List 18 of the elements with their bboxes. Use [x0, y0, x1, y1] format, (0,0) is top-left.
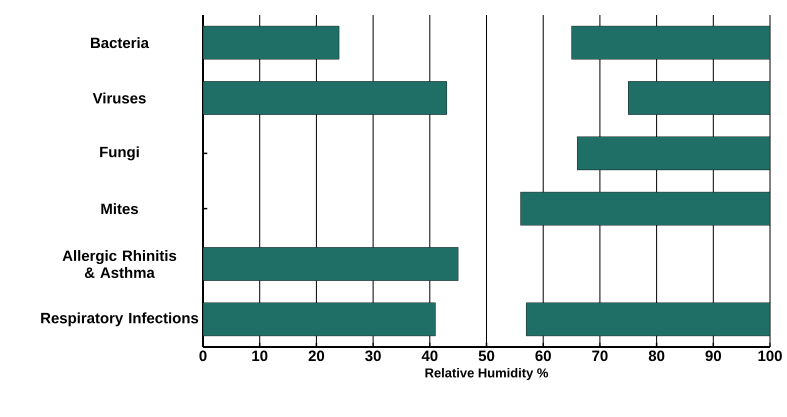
x-tick-label: 70	[592, 350, 608, 362]
y-tick-label: Viruses	[92, 92, 146, 104]
x-tick-label: 50	[478, 350, 494, 362]
x-tick-label: 40	[422, 350, 438, 362]
y-tick-label: Allergic Rhinitis & Asthma	[62, 250, 176, 278]
y-tick-label: Respiratory Infections	[41, 312, 198, 326]
x-tick-label: 0	[199, 350, 207, 362]
y-tick-label: Bacteria	[90, 37, 150, 48]
x-tick-label: 80	[648, 350, 664, 362]
y-tick-label: Mites	[101, 203, 138, 214]
x-tick-label: 100	[758, 350, 782, 362]
x-tick-label: 20	[308, 350, 324, 362]
x-axis-title: Relative Humidity %	[425, 368, 548, 380]
x-tick-label: 30	[365, 350, 381, 362]
x-tick-label: 10	[252, 350, 268, 362]
y-tick-label: Fungi	[100, 146, 139, 160]
x-tick-label: 90	[706, 350, 721, 362]
x-tick-label: 60	[535, 350, 551, 362]
